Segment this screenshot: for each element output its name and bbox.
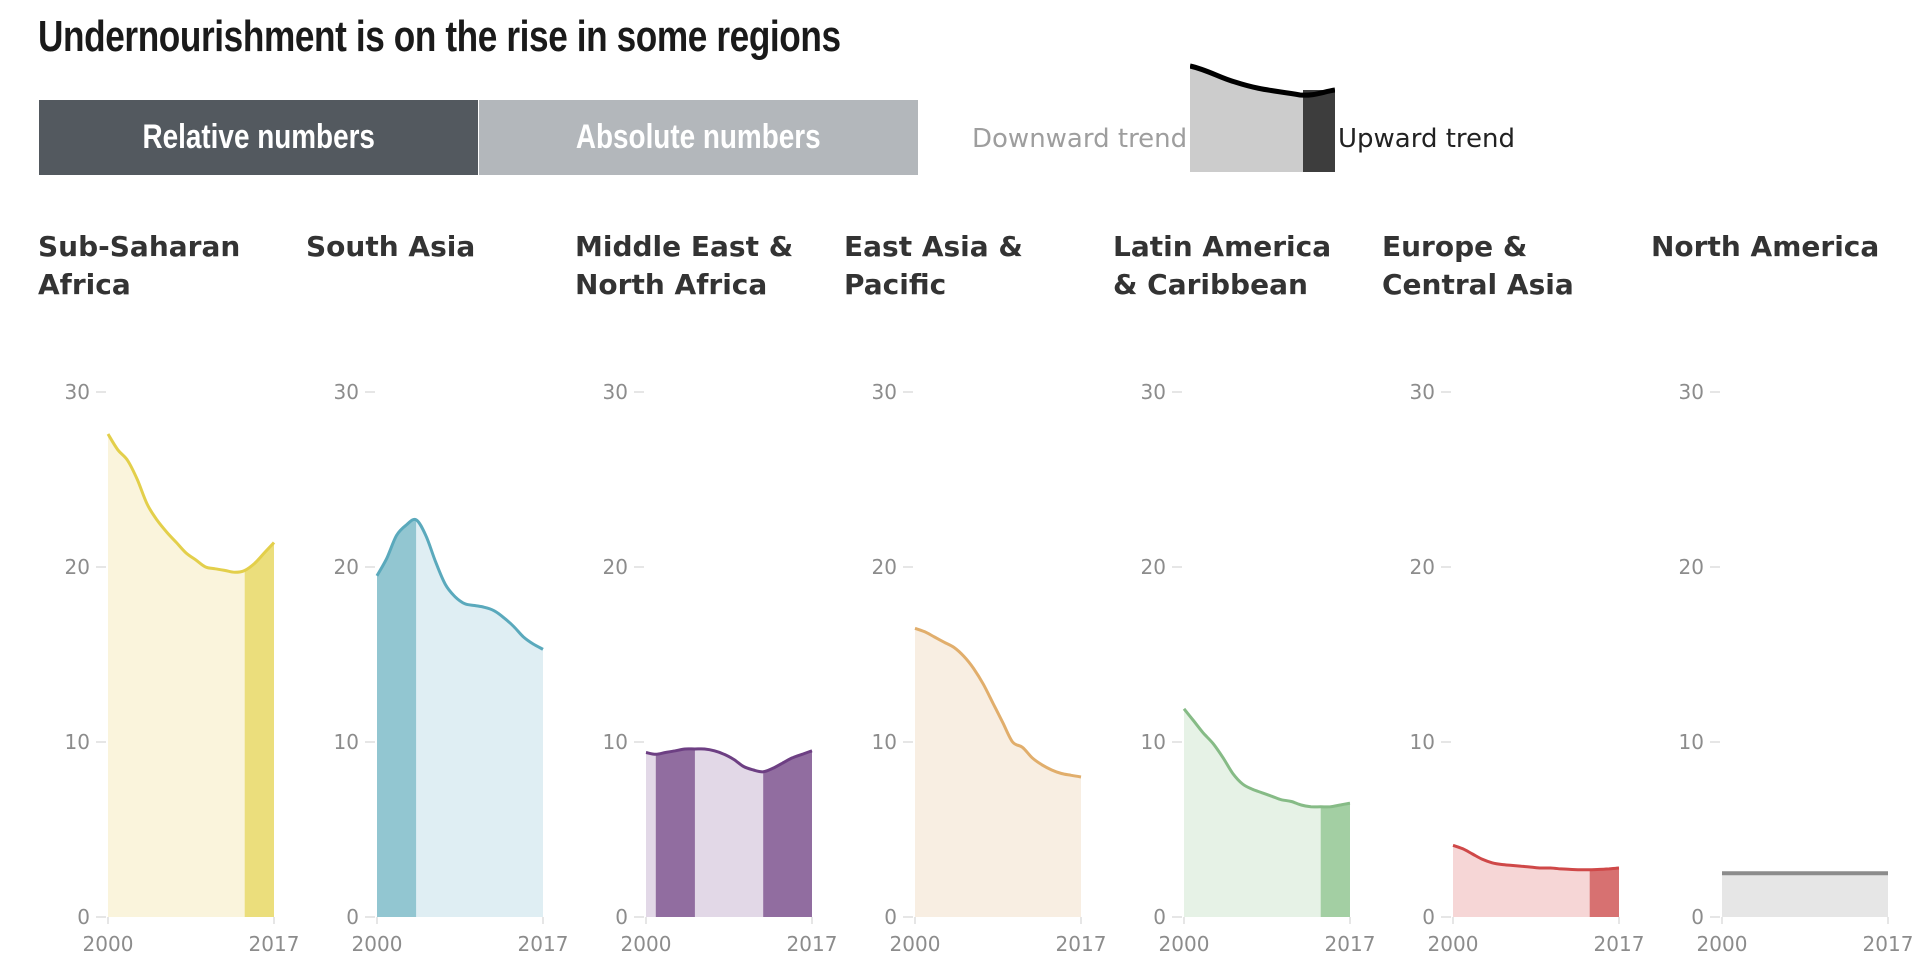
east-asia-pacific-ytick-label-10: 10 xyxy=(872,730,897,754)
middle-east-north-africa-ytick-label-20: 20 xyxy=(603,555,628,579)
south-asia-upward-band-0 xyxy=(377,519,417,917)
legend-upward-area xyxy=(1303,90,1335,172)
legend-downward-area xyxy=(1190,66,1335,172)
trend-legend-graphic xyxy=(1190,63,1335,172)
middle-east-north-africa-upward-band-1 xyxy=(763,748,812,917)
region-chart-latin-america-caribbean: 0 10 20 30 2000 2017 xyxy=(1141,380,1376,956)
legend-downward-label: Downward trend xyxy=(972,124,1188,154)
east-asia-pacific-ytick-label-20: 20 xyxy=(872,555,897,579)
sub-saharan-africa-area xyxy=(108,434,274,917)
east-asia-pacific-line xyxy=(914,626,1082,779)
europe-central-asia-xtick-label-2017: 2017 xyxy=(1594,932,1645,956)
latin-america-caribbean-upward-band-0 xyxy=(1320,708,1350,917)
middle-east-north-africa-ytick-label-0: 0 xyxy=(615,905,628,929)
south-asia-ytick-label-0: 0 xyxy=(346,905,359,929)
europe-central-asia-ytick-label-30: 30 xyxy=(1410,380,1435,404)
region-title-south-asia: South Asia xyxy=(306,230,476,263)
region-title-europe-central-asia: Europe & Central Asia xyxy=(1382,230,1574,301)
south-asia-ytick-label-10: 10 xyxy=(334,730,359,754)
north-america-ytick-label-30: 30 xyxy=(1679,380,1704,404)
north-america-area xyxy=(1722,873,1888,917)
absolute-numbers-label: Absolute numbers xyxy=(576,118,821,156)
east-asia-pacific-xtick-label-2017: 2017 xyxy=(1056,932,1107,956)
europe-central-asia-line xyxy=(1452,843,1620,872)
europe-central-asia-area xyxy=(1453,845,1619,917)
sub-saharan-africa-ytick-label-30: 30 xyxy=(65,380,90,404)
region-chart-europe-central-asia: 0 10 20 30 2000 2017 xyxy=(1410,380,1645,956)
latin-america-caribbean-area xyxy=(1184,708,1350,917)
latin-america-caribbean-ytick-label-0: 0 xyxy=(1153,905,1166,929)
middle-east-north-africa-ytick-label-10: 10 xyxy=(603,730,628,754)
east-asia-pacific-ytick-label-0: 0 xyxy=(884,905,897,929)
sub-saharan-africa-ytick-label-10: 10 xyxy=(65,730,90,754)
europe-central-asia-ytick-label-0: 0 xyxy=(1422,905,1435,929)
europe-central-asia-xtick-label-2000: 2000 xyxy=(1428,932,1479,956)
region-chart-east-asia-pacific: 0 10 20 30 2000 2017 xyxy=(872,380,1107,956)
europe-central-asia-ytick-label-20: 20 xyxy=(1410,555,1435,579)
latin-america-caribbean-line xyxy=(1182,707,1351,809)
sub-saharan-africa-line xyxy=(106,433,276,574)
region-title-latin-america-caribbean: Latin America & Caribbean xyxy=(1113,230,1332,301)
region-title-north-america: North America xyxy=(1651,230,1880,263)
south-asia-line xyxy=(375,517,544,651)
middle-east-north-africa-xtick-label-2017: 2017 xyxy=(787,932,838,956)
north-america-xtick-label-2000: 2000 xyxy=(1697,932,1748,956)
south-asia-ytick-label-30: 30 xyxy=(334,380,359,404)
sub-saharan-africa-xtick-label-2000: 2000 xyxy=(83,932,134,956)
east-asia-pacific-ytick-label-30: 30 xyxy=(872,380,897,404)
region-title-east-asia-pacific: East Asia & Pacific xyxy=(844,230,1023,301)
sub-saharan-africa-ytick-label-20: 20 xyxy=(65,555,90,579)
sub-saharan-africa-xtick-label-2017: 2017 xyxy=(249,932,300,956)
sub-saharan-africa-upward-band-0 xyxy=(244,434,274,917)
legend-trend-line xyxy=(1190,63,1335,98)
latin-america-caribbean-ytick-label-10: 10 xyxy=(1141,730,1166,754)
europe-central-asia-upward-band-0 xyxy=(1589,845,1619,917)
south-asia-xtick-label-2017: 2017 xyxy=(518,932,569,956)
north-america-ytick-label-10: 10 xyxy=(1679,730,1704,754)
north-america-ytick-label-0: 0 xyxy=(1691,905,1704,929)
region-chart-south-asia: 0 10 20 30 2000 2017 xyxy=(334,380,569,956)
south-asia-ytick-label-20: 20 xyxy=(334,555,359,579)
europe-central-asia-ytick-label-10: 10 xyxy=(1410,730,1435,754)
region-chart-north-america: 0 10 20 30 2000 2017 xyxy=(1679,380,1914,956)
relative-numbers-button[interactable]: Relative numbers xyxy=(39,100,478,175)
north-america-ytick-label-20: 20 xyxy=(1679,555,1704,579)
relative-numbers-label: Relative numbers xyxy=(142,118,375,156)
middle-east-north-africa-line xyxy=(645,747,813,774)
latin-america-caribbean-ytick-label-20: 20 xyxy=(1141,555,1166,579)
region-title-middle-east-north-africa: Middle East & North Africa xyxy=(575,230,794,301)
east-asia-pacific-xtick-label-2000: 2000 xyxy=(890,932,941,956)
middle-east-north-africa-upward-band-0 xyxy=(655,748,695,917)
region-title-sub-saharan-africa: Sub-Saharan Africa xyxy=(38,230,241,301)
latin-america-caribbean-xtick-label-2000: 2000 xyxy=(1159,932,1210,956)
region-chart-middle-east-north-africa: 0 10 20 30 2000 2017 xyxy=(603,380,838,956)
south-asia-area xyxy=(377,519,543,917)
region-chart-sub-saharan-africa: 0 10 20 30 2000 2017 xyxy=(65,380,300,956)
absolute-numbers-button[interactable]: Absolute numbers xyxy=(479,100,918,175)
north-america-xtick-label-2017: 2017 xyxy=(1863,932,1914,956)
south-asia-xtick-label-2000: 2000 xyxy=(352,932,403,956)
sub-saharan-africa-ytick-label-0: 0 xyxy=(77,905,90,929)
middle-east-north-africa-xtick-label-2000: 2000 xyxy=(621,932,672,956)
legend-upward-label: Upward trend xyxy=(1338,124,1516,154)
east-asia-pacific-area xyxy=(915,628,1081,917)
latin-america-caribbean-xtick-label-2017: 2017 xyxy=(1325,932,1376,956)
page-title: Undernourishment is on the rise in some … xyxy=(38,12,841,61)
middle-east-north-africa-ytick-label-30: 30 xyxy=(603,380,628,404)
latin-america-caribbean-ytick-label-30: 30 xyxy=(1141,380,1166,404)
